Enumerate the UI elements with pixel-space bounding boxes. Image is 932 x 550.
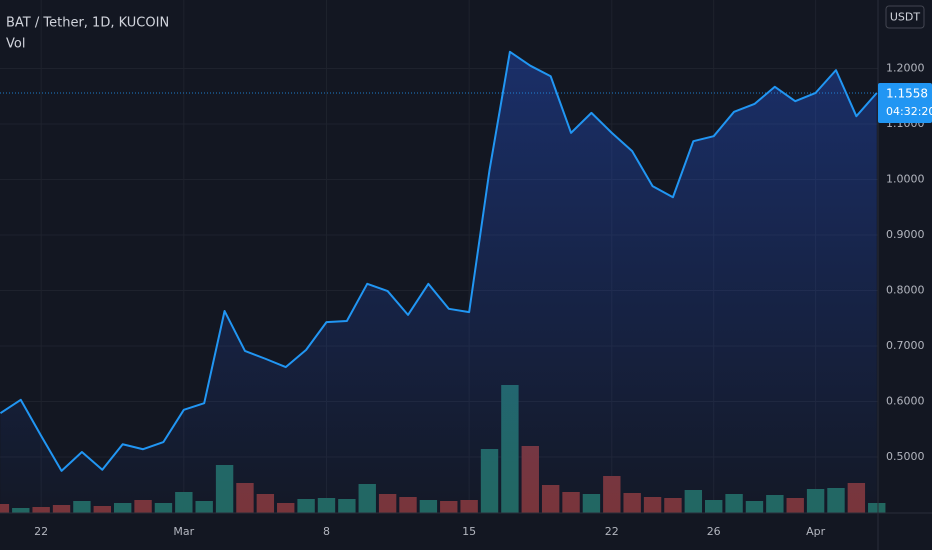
last-price-label: 1.1558 <box>886 87 928 101</box>
x-tick-label: Apr <box>806 525 826 538</box>
x-tick-label: 22 <box>34 525 48 538</box>
volume-label: Vol <box>6 37 25 52</box>
currency-label: USDT <box>890 11 921 24</box>
axes: 0.50000.60000.70000.80000.90001.00001.10… <box>34 61 924 538</box>
price-pane <box>0 50 878 513</box>
price-area <box>0 51 877 513</box>
y-tick-label: 1.2000 <box>886 61 925 74</box>
y-tick-label: 0.6000 <box>886 394 925 407</box>
x-tick-label: 26 <box>707 525 721 538</box>
chart-title: BAT / Tether, 1D, KUCOIN <box>6 16 169 31</box>
x-tick-label: 22 <box>605 525 619 538</box>
y-tick-label: 1.0000 <box>886 172 925 185</box>
x-tick-label: 15 <box>462 525 476 538</box>
y-tick-label: 0.5000 <box>886 450 925 463</box>
countdown-label: 04:32:20 <box>886 105 932 118</box>
currency-badge[interactable] <box>885 5 925 29</box>
y-tick-label: 0.7000 <box>886 339 925 352</box>
y-tick-label: 0.8000 <box>886 283 925 296</box>
price-tag-box <box>878 83 932 124</box>
price-line <box>0 50 878 472</box>
price-tag: 1.1558 04:32:20 <box>878 83 932 124</box>
x-tick-label: Mar <box>173 525 194 538</box>
x-tick-label: 8 <box>323 525 330 538</box>
y-tick-label: 0.9000 <box>886 228 925 241</box>
